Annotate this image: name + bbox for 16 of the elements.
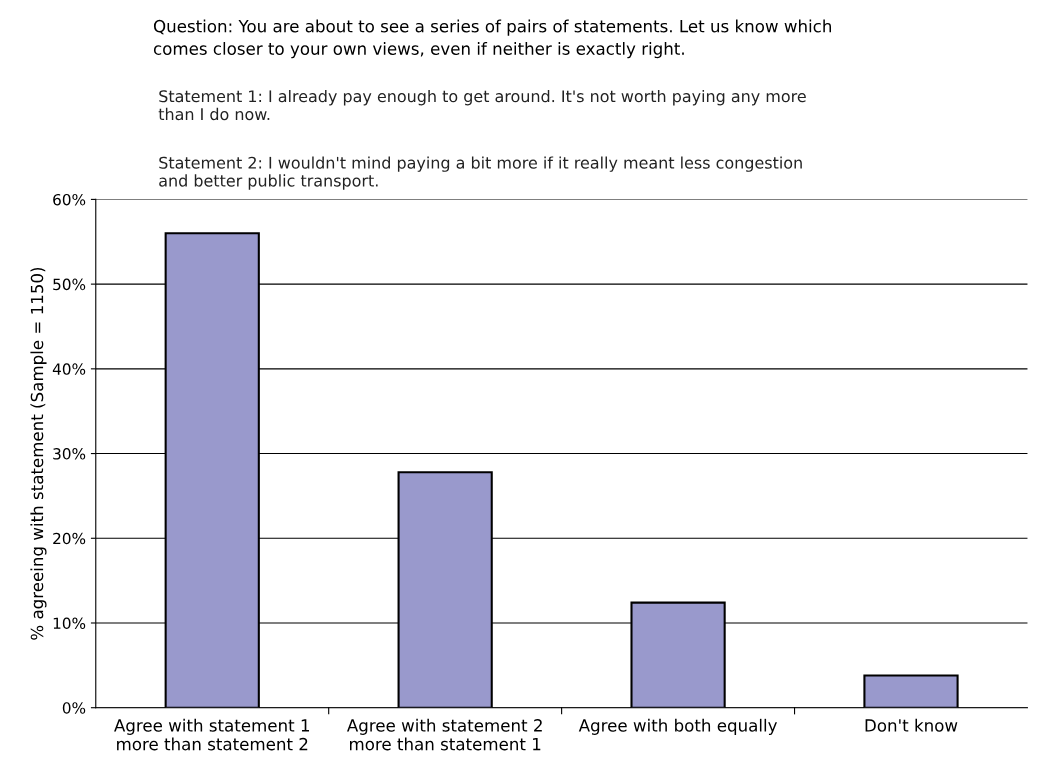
bar	[863, 674, 959, 708]
y-tick-label: 50%	[53, 278, 86, 291]
y-tick-label: 10%	[53, 617, 86, 630]
x-tick-label: Agree with statement 1 more than statement 2	[114, 718, 310, 751]
x-tick-label: Don't know	[865, 718, 958, 732]
y-tick-label: 30%	[53, 448, 86, 460]
y-tick-label: 20%	[53, 532, 86, 545]
y-tick-label: 40%	[52, 363, 86, 375]
y-tick-label: 60%	[53, 193, 86, 206]
text: Statement 2: I wouldn't mind paying a bit more if it really meant less congestion and better public transport.	[159, 156, 802, 190]
chart-title: Question: You are about to see a series of pairs of statements. Let us know which comes closer to your own views, even if neither is exactly right.	[153, 19, 831, 59]
x-tick-label: Agree with both equally	[578, 718, 777, 735]
y-axis-title: % agreeing with statement (Sample = 1150)	[30, 267, 47, 640]
y-tick-label: 0%	[62, 702, 86, 714]
text: Statement 1: I already pay enough to get around. It's not worth paying any more than I do now.	[158, 89, 806, 121]
x-tick-label: Agree with statement 2 more than statement 1	[346, 718, 542, 751]
